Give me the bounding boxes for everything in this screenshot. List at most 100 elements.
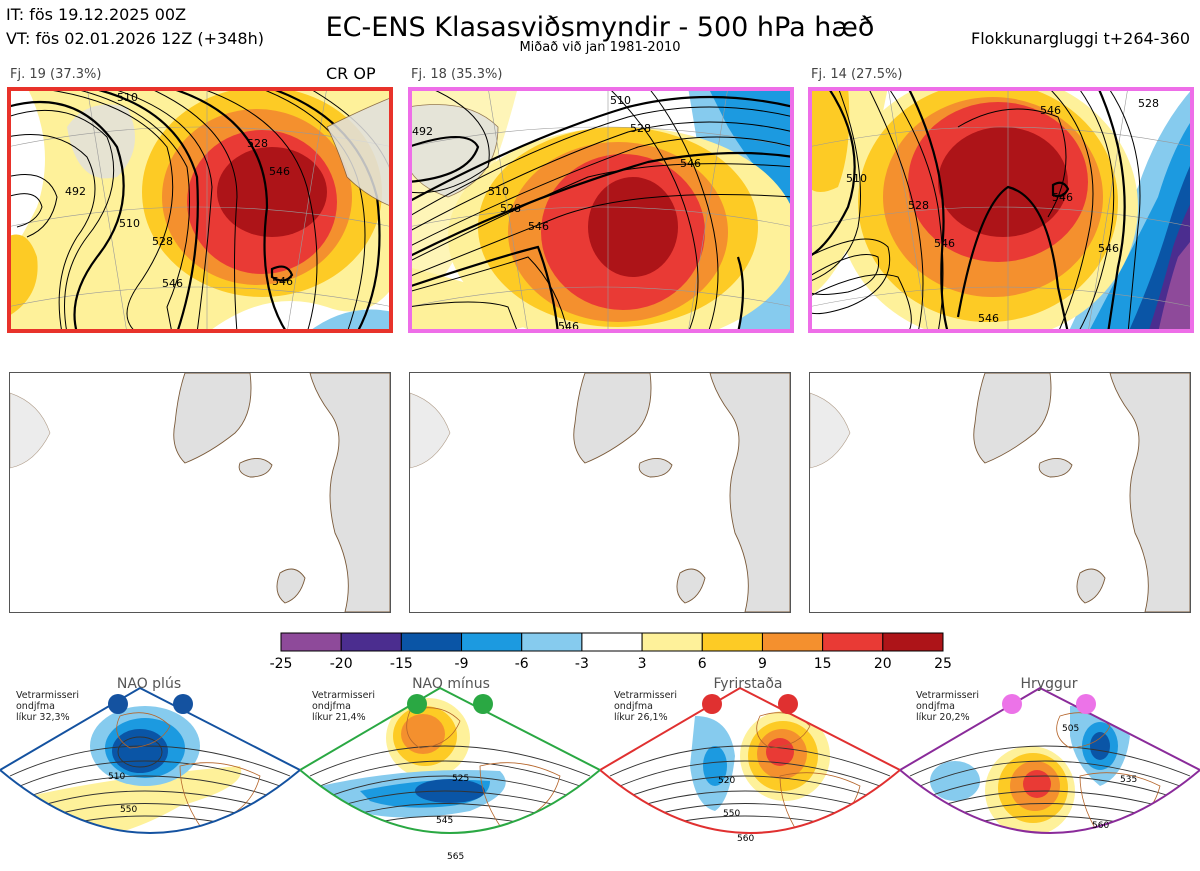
cluster-1-contour-label: 492 [65,185,86,198]
cluster-1-contour-label: 528 [247,137,268,150]
regime-3-contour-label: 560 [737,834,754,844]
cluster-1-frame [7,87,393,333]
colorbar-swatch [280,632,342,652]
colorbar-tick-label: 3 [637,656,647,672]
regime-3-meta-line: Vetrarmisseri [614,690,677,701]
colorbar-tick-label: -20 [329,656,353,672]
colorbar-tick-label: -9 [454,656,469,672]
regime-4-contour-label: 560 [1092,821,1109,831]
colorbar-swatch [400,632,463,652]
cluster-2-contour-label: 492 [412,125,433,138]
regime-3-meta: Vetrarmisseri ondjfma líkur 26,1% [614,690,677,723]
cluster-3-contour-label: 546 [934,237,955,250]
cluster-1-extra: CR OP [326,64,376,83]
colorbar-swatch [822,632,884,652]
colorbar-tick-label: -15 [389,656,413,672]
cluster-2-contour-label: 546 [528,220,549,233]
cluster-3-contour-label: 546 [978,312,999,325]
regime-3-contour-label: 520 [718,776,735,786]
colorbar [280,632,944,656]
cluster-1-map: 510 528 546 492 510 528 546 546 [7,87,393,333]
regime-1-meta-line: líkur 32,3% [16,712,70,723]
regime-3-contour-label: 550 [723,809,740,819]
regime-3-meta-line: ondjfma [614,701,653,712]
cluster-3-contour-label: 546 [1052,191,1073,204]
regime-4-meta-line: líkur 20,2% [916,712,970,723]
regime-2-title: NAO mínus [412,676,490,692]
colorbar-swatch [761,632,824,652]
cluster-2-contour-label: 528 [630,122,651,135]
regime-1-title: NAO plús [116,676,182,692]
regime-1-meta-line: Vetrarmisseri [16,690,79,701]
regime-1-contour-label: 550 [120,805,137,815]
colorbar-tick-label: 25 [934,656,952,672]
cluster-1-contour-label: 528 [152,235,173,248]
regime-1-meta-line: ondjfma [16,701,55,712]
cluster-3-contour-label: 546 [1098,242,1119,255]
colorbar-swatch [521,632,583,652]
colorbar-tick-label: 6 [697,656,707,672]
basemap-2 [409,372,791,613]
cluster-2-label: Fj. 18 (35.3%) [411,67,503,82]
cluster-3-label: Fj. 14 (27.5%) [811,67,903,82]
cluster-3-contour-label: 546 [1040,104,1061,117]
cluster-3-map: 546 510 528 546 546 528 546 546 [808,87,1194,333]
regime-3-meta-line: líkur 26,1% [614,712,668,723]
initial-time: IT: fös 19.12.2025 00Z [6,5,187,24]
regime-4-contour-label: 505 [1062,724,1079,734]
cluster-3-contour-label: 528 [1138,97,1159,110]
cluster-2-frame [408,87,794,333]
page-subtitle: Miðað við jan 1981-2010 [519,40,681,55]
regime-2-meta-line: líkur 21,4% [312,712,366,723]
cluster-1-contour-label: 510 [119,217,140,230]
regime-4-meta: Vetrarmisseri ondjfma líkur 20,2% [916,690,979,723]
regime-ridge: 505 535 560 [900,676,1200,871]
regime-nao-minus: 525 545 565 [300,676,600,871]
cluster-2-contour-label: 546 [680,157,701,170]
cluster-1-contour-label: 546 [272,275,293,288]
cluster-1-contour-label: 546 [162,277,183,290]
cluster-3-contour-label: 528 [908,199,929,212]
colorbar-tick-label: -6 [514,656,529,672]
regime-blocking: 520 550 560 [600,676,900,871]
cluster-3-frame [808,87,1194,333]
regime-4-contour-label: 535 [1120,775,1137,785]
page-title: EC-ENS Klasasviðsmyndir - 500 hPa hæð [325,12,875,43]
colorbar-swatch [340,632,402,652]
clustering-window: Flokkunargluggi t+264-360 [971,29,1190,48]
regime-4-meta-line: Vetrarmisseri [916,690,979,701]
cluster-2-map: 510 528 546 510 528 546 492 546 [408,87,794,333]
cluster-2-contour-label: 510 [610,94,631,107]
regime-2-meta: Vetrarmisseri ondjfma líkur 21,4% [312,690,375,723]
regime-3-title: Fyrirstaða [713,676,783,692]
colorbar-swatch [701,632,763,652]
cluster-2-contour-label: 528 [500,202,521,215]
regime-2-meta-line: Vetrarmisseri [312,690,375,701]
colorbar-tick-label: 15 [813,656,832,672]
basemap-3 [809,372,1191,613]
regime-4-meta-line: ondjfma [916,701,955,712]
cluster-1-contour-label: 510 [117,91,138,104]
regime-2-contour-label: 545 [436,816,453,826]
regime-1-contour-label: 510 [108,772,125,782]
colorbar-tick-label: -3 [574,656,589,672]
regime-1-meta: Vetrarmisseri ondjfma líkur 32,3% [16,690,79,723]
regime-2-meta-line: ondjfma [312,701,351,712]
colorbar-tick-label: 20 [873,656,892,672]
valid-time: VT: fös 02.01.2026 12Z (+348h) [6,29,264,48]
cluster-1-label: Fj. 19 (37.3%) [10,67,102,82]
regime-nao-plus: 510 550 [0,676,300,871]
regime-4-title: Hryggur [1020,676,1078,692]
colorbar-tick-label: -25 [269,656,293,672]
colorbar-swatch [882,632,944,652]
colorbar-swatch [461,632,523,652]
colorbar-swatch [641,632,703,652]
colorbar-swatch [581,632,643,652]
basemap-1 [9,372,391,613]
regime-2-contour-label: 525 [452,774,469,784]
cluster-1-contour-label: 546 [269,165,290,178]
cluster-2-contour-label: 510 [488,185,509,198]
colorbar-tick-label: 9 [757,656,767,672]
cluster-3-contour-label: 510 [846,172,867,185]
regime-2-contour-label: 565 [447,852,464,862]
